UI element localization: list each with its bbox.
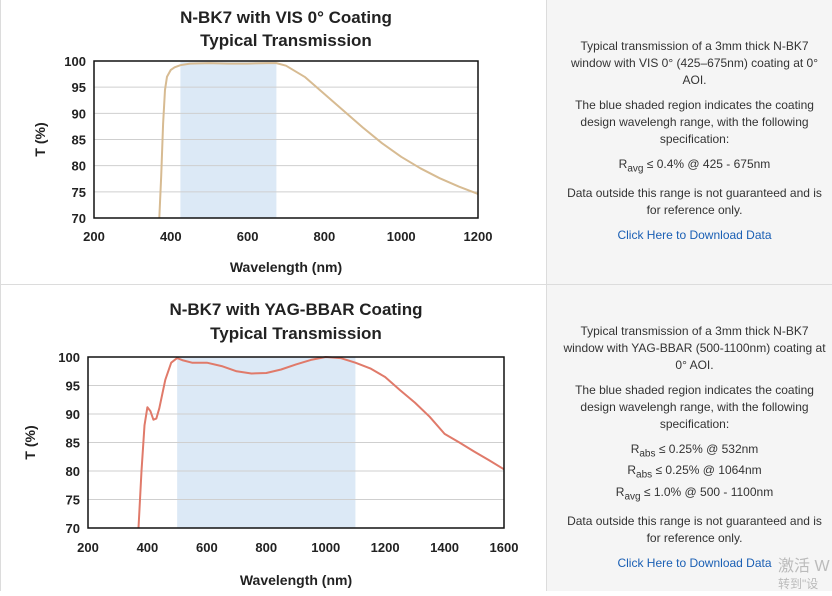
y-tick-label: 75 <box>66 493 80 508</box>
x-tick-label: 1600 <box>490 540 519 555</box>
x-tick-label: 200 <box>83 229 105 244</box>
shaded-note: The blue shaded region indicates the coa… <box>575 383 814 431</box>
x-tick-label: 1000 <box>387 229 416 244</box>
chart-title: N-BK7 with YAG-BBAR Coating <box>169 300 422 319</box>
chart-vis: N-BK7 with VIS 0° Coating Typical Transmi… <box>32 8 493 275</box>
y-tick-label: 85 <box>66 436 80 451</box>
transmission-curve <box>137 356 505 529</box>
x-tick-label: 1400 <box>430 540 459 555</box>
y-tick-label: 85 <box>72 133 86 148</box>
chart-title: Typical Transmission <box>210 324 382 343</box>
chart-yag: N-BK7 with YAG-BBAR Coating Typical Trans… <box>22 300 519 588</box>
spec-subscript: abs <box>639 448 656 460</box>
spec-symbol: R <box>627 463 637 478</box>
description: Typical transmission of a 3mm thick N-BK… <box>563 324 826 372</box>
spec-subscript: avg <box>624 491 641 503</box>
y-axis-label: T (%) <box>22 425 38 459</box>
y-axis-label: T (%) <box>32 122 48 156</box>
spec-symbol: R <box>615 484 625 499</box>
y-tick-label: 90 <box>72 106 86 121</box>
description: Typical transmission of a 3mm thick N-BK… <box>570 39 819 87</box>
info-vis: Typical transmission of a 3mm thick N-BK… <box>559 38 830 244</box>
spec-line: Ravg ≤ 1.0% @ 500 - 1100nm <box>559 484 830 505</box>
y-tick-label: 100 <box>58 350 80 365</box>
spec-line: Rabs ≤ 0.25% @ 1064nm <box>559 462 830 483</box>
plot-frame <box>87 356 505 529</box>
y-tick-label: 90 <box>66 407 80 422</box>
spec-text: ≤ 0.25% @ 1064nm <box>652 463 762 478</box>
x-tick-label: 1200 <box>464 229 493 244</box>
y-tick-label: 100 <box>64 54 86 69</box>
x-axis-label: Wavelength (nm) <box>240 572 352 588</box>
info-cell-vis: Typical transmission of a 3mm thick N-BK… <box>546 0 832 284</box>
spec-text: ≤ 1.0% @ 500 - 1100nm <box>640 484 774 499</box>
activation-watermark: 激活 W 转到"设 <box>778 557 830 591</box>
x-tick-label: 400 <box>137 540 159 555</box>
spec-symbol: R <box>630 442 640 456</box>
chart-title: Typical Transmission <box>200 31 372 50</box>
spec-subscript: avg <box>627 163 644 175</box>
y-tick-label: 70 <box>66 521 80 536</box>
x-tick-label: 600 <box>237 229 259 244</box>
x-tick-label: 800 <box>314 229 336 244</box>
shaded-note: The blue shaded region indicates the coa… <box>575 98 814 146</box>
spec-text: ≤ 0.25% @ 532nm <box>655 442 759 456</box>
spec-text: ≤ 0.4% @ 425 - 675nm <box>643 157 771 171</box>
chart-title: N-BK7 with VIS 0° Coating <box>180 8 392 27</box>
x-tick-label: 800 <box>255 540 277 555</box>
chart-cell-vis: N-BK7 with VIS 0° Coating Typical Transmi… <box>0 0 546 284</box>
spec-subscript: abs <box>636 469 653 481</box>
spec-symbol: R <box>618 157 628 171</box>
x-tick-label: 600 <box>196 540 218 555</box>
download-data-link[interactable]: Click Here to Download Data <box>617 556 772 571</box>
panel-yag: N-BK7 with YAG-BBAR Coating Typical Trans… <box>0 284 832 591</box>
spec-list: Rabs ≤ 0.25% @ 532nm Rabs ≤ 0.25% @ 1064… <box>559 441 830 505</box>
x-tick-label: 400 <box>160 229 182 244</box>
y-tick-label: 80 <box>66 464 80 479</box>
watermark-line: 激活 W <box>778 558 830 575</box>
watermark-line: 转到"设 <box>778 577 819 591</box>
chart-cell-yag: N-BK7 with YAG-BBAR Coating Typical Trans… <box>0 285 546 591</box>
transmission-curve <box>158 62 479 219</box>
info-cell-yag: Typical transmission of a 3mm thick N-BK… <box>546 285 832 591</box>
plot-frame <box>93 60 479 219</box>
panel-vis: N-BK7 with VIS 0° Coating Typical Transmi… <box>0 0 832 284</box>
info-yag: Typical transmission of a 3mm thick N-BK… <box>559 323 830 572</box>
spec-line: Rabs ≤ 0.25% @ 532nm <box>559 441 830 462</box>
y-tick-label: 75 <box>72 185 86 200</box>
disclaimer: Data outside this range is not guarantee… <box>567 514 822 546</box>
x-axis-label: Wavelength (nm) <box>230 259 342 275</box>
y-tick-label: 70 <box>72 211 86 226</box>
disclaimer: Data outside this range is not guarantee… <box>567 186 822 218</box>
download-data-link[interactable]: Click Here to Download Data <box>617 228 772 243</box>
spec-line: Ravg ≤ 0.4% @ 425 - 675nm <box>559 156 830 177</box>
x-tick-label: 200 <box>77 540 99 555</box>
y-tick-label: 95 <box>72 80 86 95</box>
x-tick-label: 1200 <box>371 540 400 555</box>
y-tick-label: 80 <box>72 159 86 174</box>
x-tick-label: 1000 <box>311 540 340 555</box>
spec-list: Ravg ≤ 0.4% @ 425 - 675nm <box>559 156 830 177</box>
y-tick-label: 95 <box>66 379 80 394</box>
